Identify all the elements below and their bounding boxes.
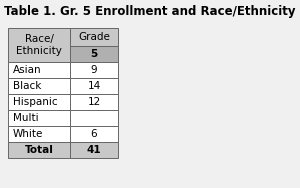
Text: 41: 41 (87, 145, 101, 155)
Bar (70, 28, 118, 46)
Bar (8, 94, 70, 110)
Text: Black: Black (13, 81, 41, 91)
Bar (70, 126, 118, 142)
Text: 14: 14 (87, 81, 101, 91)
Text: Table 1. Gr. 5 Enrollment and Race/Ethnicity: Table 1. Gr. 5 Enrollment and Race/Ethni… (4, 5, 296, 18)
Text: Grade: Grade (78, 32, 110, 42)
Text: Hispanic: Hispanic (13, 97, 58, 107)
Bar (70, 110, 118, 126)
Text: 12: 12 (87, 97, 101, 107)
Text: 5: 5 (90, 49, 98, 59)
Bar (8, 110, 70, 126)
Bar (70, 78, 118, 94)
Bar (70, 142, 118, 158)
Bar (70, 94, 118, 110)
Bar (8, 28, 70, 62)
Text: Race/
Ethnicity: Race/ Ethnicity (16, 34, 62, 56)
Text: 6: 6 (91, 129, 97, 139)
Bar (8, 142, 70, 158)
Text: White: White (13, 129, 44, 139)
Text: 9: 9 (91, 65, 97, 75)
Text: Multi: Multi (13, 113, 39, 123)
Bar (8, 62, 70, 78)
Bar (70, 46, 118, 62)
Text: Asian: Asian (13, 65, 42, 75)
Text: Total: Total (25, 145, 53, 155)
Bar (8, 78, 70, 94)
Bar (8, 126, 70, 142)
Bar (70, 62, 118, 78)
